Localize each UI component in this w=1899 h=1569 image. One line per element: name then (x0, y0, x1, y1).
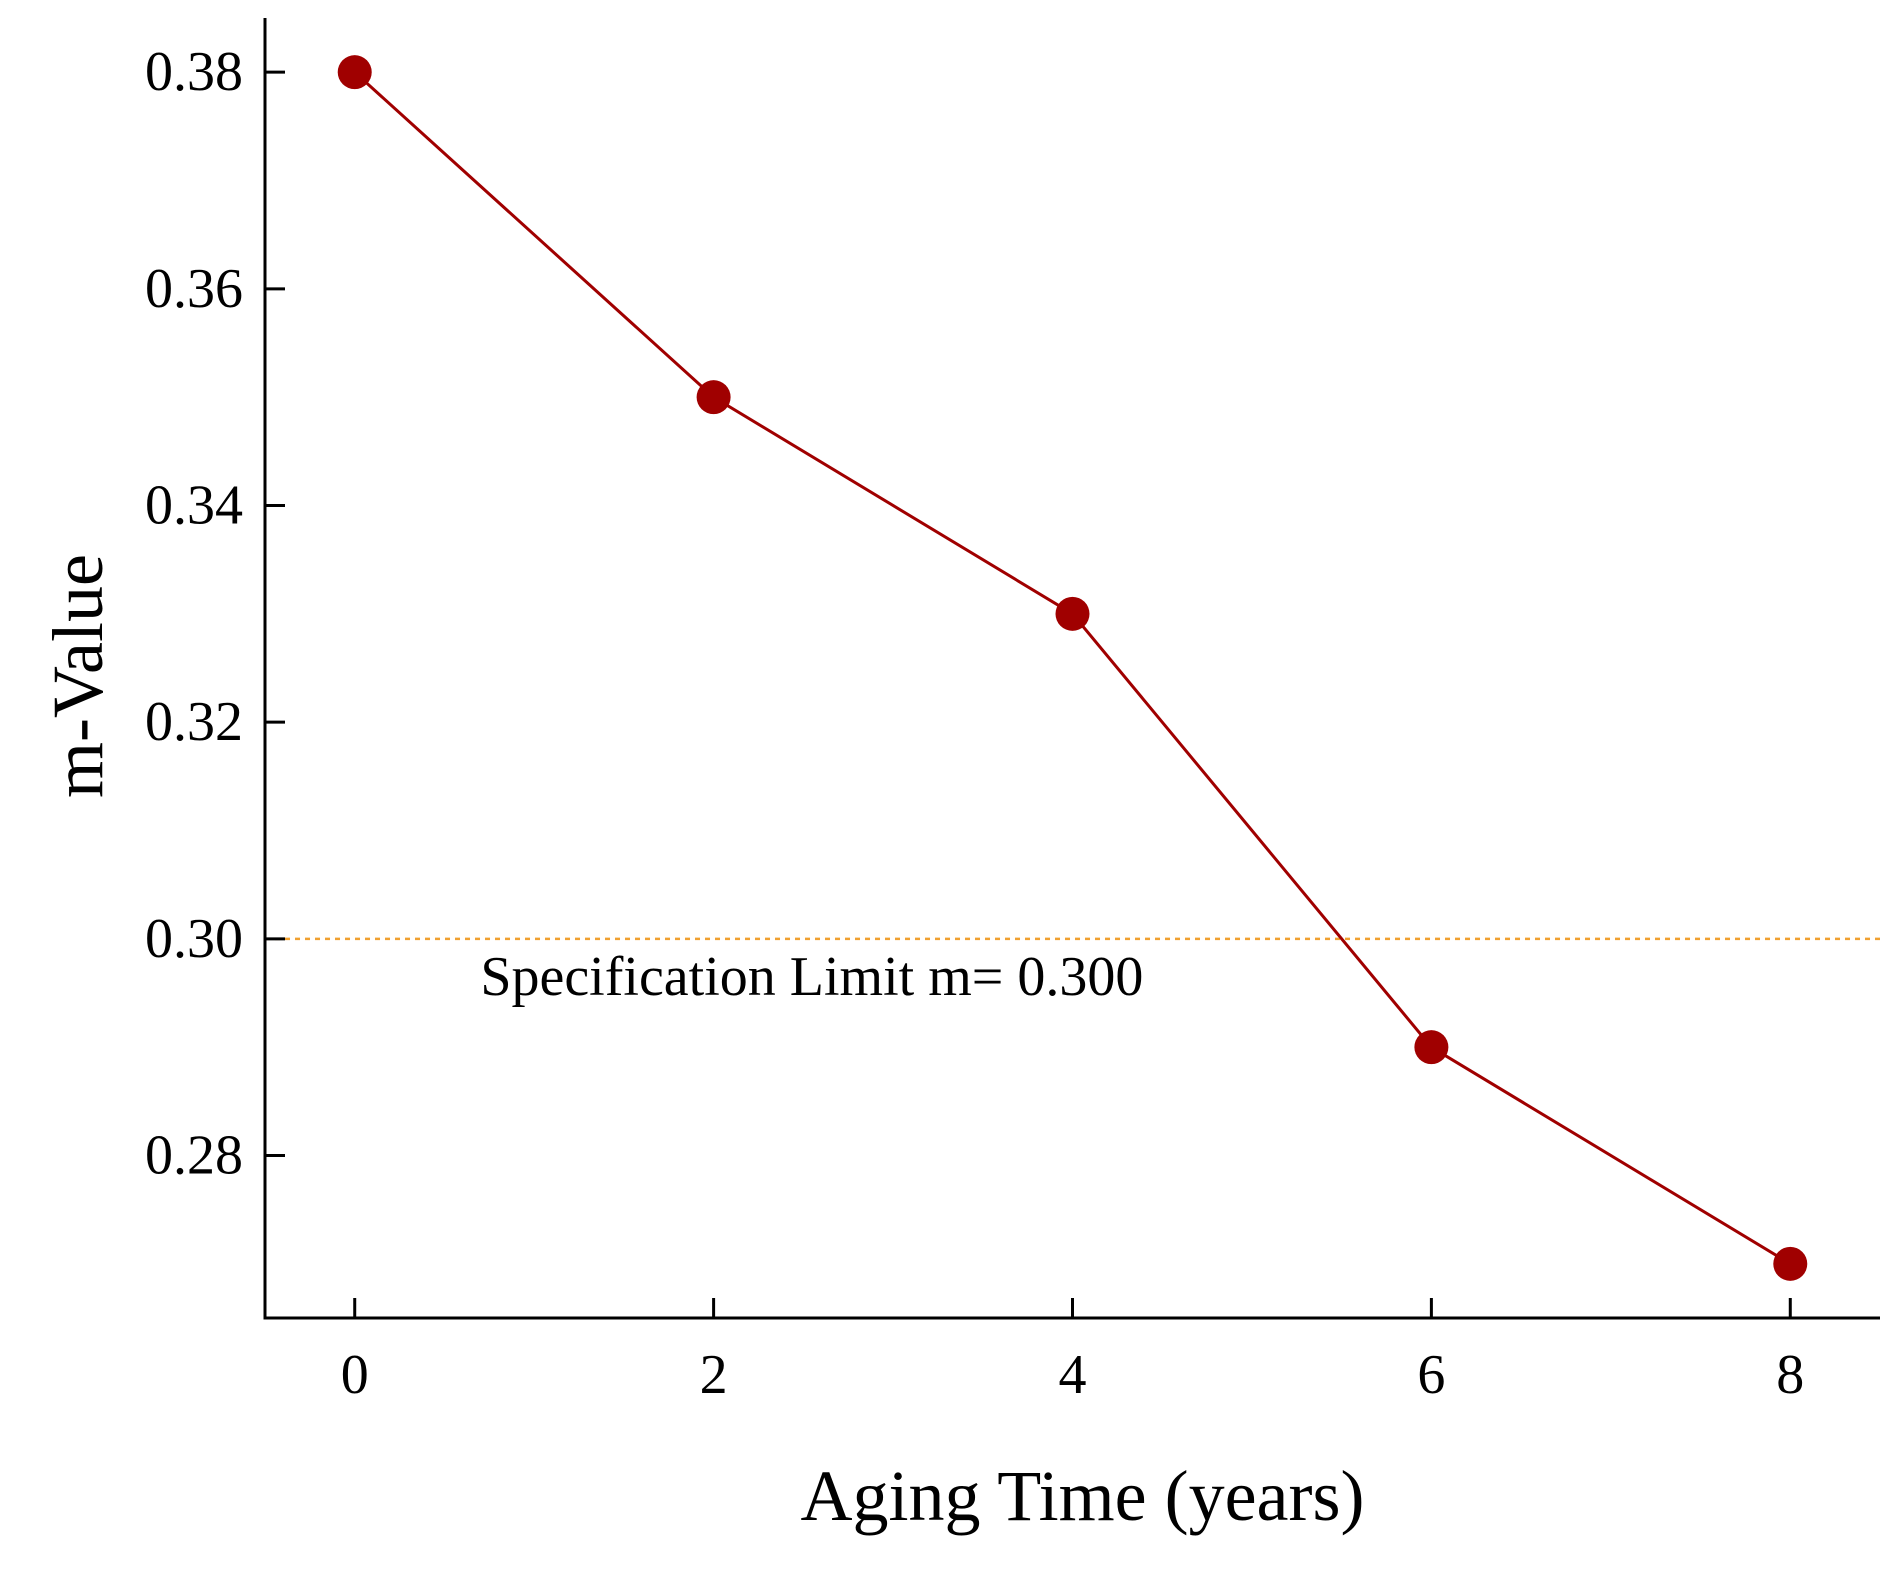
x-tick-label: 2 (700, 1344, 728, 1406)
y-tick-label: 0.28 (145, 1125, 243, 1187)
x-tick-label: 6 (1417, 1344, 1445, 1406)
series-line (353, 71, 1792, 1266)
x-tick-label: 8 (1776, 1344, 1804, 1406)
axes-layer: 0.28 0.30 0.32 0.34 0.36 0.38 0 2 4 6 8 (145, 18, 1880, 1406)
specification-limit-label: Specification Limit m= 0.300 (480, 946, 1143, 1008)
y-tick-label: 0.34 (145, 475, 243, 537)
x-tick-label: 4 (1059, 1344, 1087, 1406)
data-point (337, 55, 372, 90)
axis-title-layer: Aging Time (years) m-Value (38, 554, 1364, 1536)
x-tick-label: 0 (341, 1344, 369, 1406)
x-axis-title: Aging Time (years) (801, 1456, 1365, 1536)
y-axis-title: m-Value (38, 554, 118, 798)
data-point (1055, 596, 1090, 631)
y-tick-label: 0.32 (145, 691, 243, 753)
annotation-layer: Specification Limit m= 0.300 (480, 946, 1143, 1008)
y-tick-label: 0.30 (145, 908, 243, 970)
series-layer (337, 55, 1808, 1281)
data-point (696, 380, 731, 415)
data-point (1414, 1030, 1449, 1065)
y-tick-label: 0.36 (145, 258, 243, 320)
y-tick-label: 0.38 (145, 41, 243, 103)
data-point (1773, 1246, 1808, 1281)
